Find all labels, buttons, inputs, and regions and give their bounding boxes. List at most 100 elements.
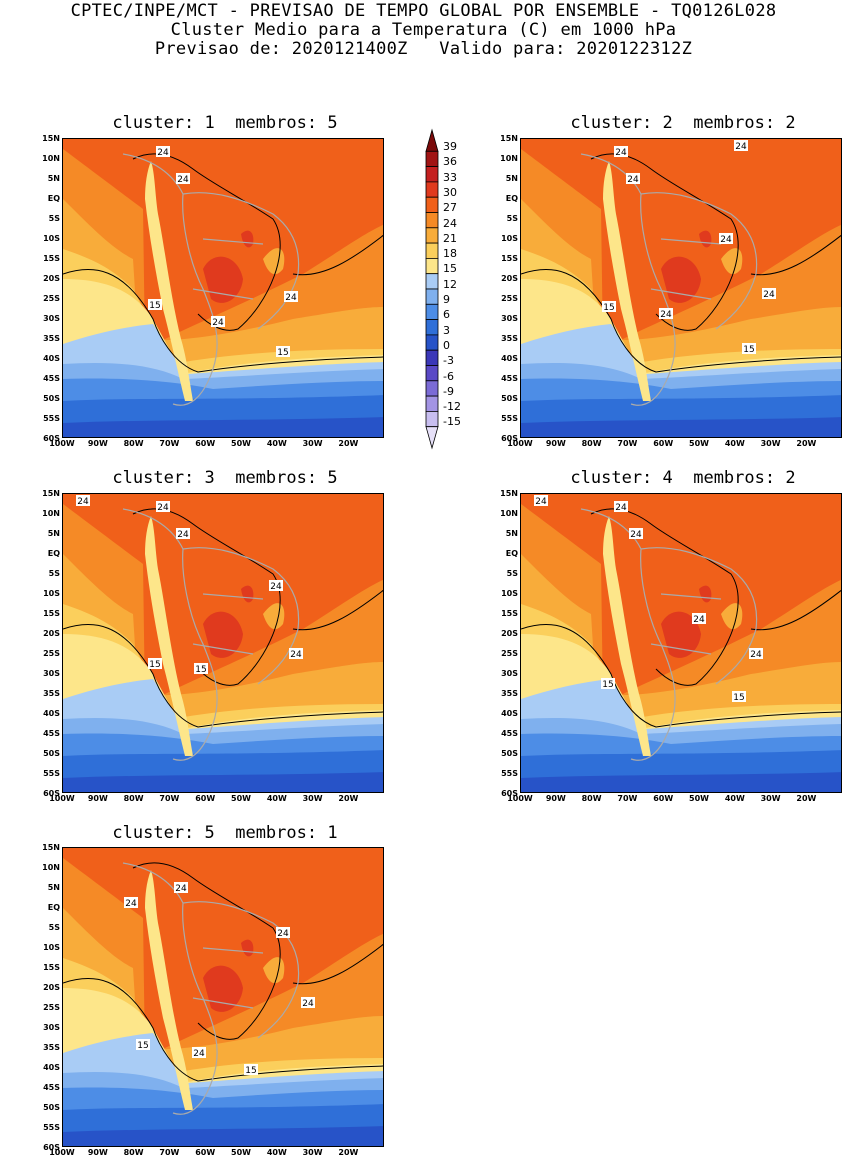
- latitude-label: 30S: [43, 314, 60, 323]
- longitude-label: 100W: [49, 439, 75, 448]
- colorbar-swatch: [425, 257, 439, 275]
- temperature-map-panel: 24 24 24 24 15 15: [62, 138, 384, 438]
- colorbar-label: -9: [443, 384, 454, 398]
- panel-title: cluster: 4 membros: 2: [570, 468, 796, 488]
- colorbar-swatch: [425, 196, 439, 213]
- contour-label-text: 24: [125, 899, 137, 909]
- contour-15: [63, 624, 383, 728]
- contour-label-text: 24: [535, 497, 547, 507]
- contour-15: [521, 269, 841, 373]
- longitude-label: 20W: [338, 1148, 359, 1157]
- latitude-label: 20S: [43, 983, 60, 992]
- contour-label: 24: [284, 291, 298, 303]
- colorbar-label: 24: [443, 216, 457, 230]
- contour-label: 15: [602, 301, 616, 313]
- contour-label-text: 24: [615, 148, 627, 158]
- latitude-label: 10N: [500, 509, 518, 518]
- warm-pocket: [721, 603, 743, 630]
- longitude-label: 50W: [231, 794, 251, 803]
- colorbar-label: 30: [443, 185, 457, 199]
- colorbar-label: -12: [443, 400, 461, 414]
- colorbar-swatch: [425, 380, 439, 397]
- latitude-label: 30S: [501, 669, 518, 678]
- contour-15: [63, 269, 383, 373]
- latitude-label: 20S: [501, 629, 518, 638]
- colorbar-swatch: [425, 334, 439, 351]
- longitude-label: 30W: [302, 1148, 323, 1157]
- hot-core: [203, 256, 243, 303]
- colorbar-label: 15: [443, 262, 457, 276]
- longitude-label: 90W: [545, 794, 566, 803]
- longitude-label: 80W: [581, 439, 602, 448]
- colorbar-swatch: [425, 288, 439, 305]
- latitude-label: 25S: [43, 294, 60, 303]
- colorbar-swatch: [425, 303, 439, 321]
- longitude-label: 50W: [689, 794, 709, 803]
- latitude-label: 10N: [42, 863, 60, 872]
- latitude-label: 10N: [42, 154, 60, 163]
- temperature-band: [63, 1126, 383, 1146]
- contour-label: 24: [659, 308, 673, 320]
- colorbar-label: 39: [443, 140, 457, 153]
- longitude-label: 50W: [231, 439, 251, 448]
- longitude-label: 50W: [231, 1148, 251, 1157]
- latitude-label: 60S: [43, 1143, 60, 1152]
- contour-label-text: 24: [175, 884, 187, 894]
- latitude-label: 5N: [505, 529, 518, 538]
- latitude-label: 25S: [501, 294, 518, 303]
- colorbar-swatch: [425, 150, 439, 167]
- longitude-label: 100W: [507, 794, 533, 803]
- longitude-label: 40W: [724, 794, 745, 803]
- longitude-label: 80W: [123, 1148, 144, 1157]
- longitude-label: 100W: [49, 794, 75, 803]
- contour-label-text: 15: [149, 660, 160, 670]
- longitude-label: 90W: [87, 1148, 108, 1157]
- latitude-label: EQ: [47, 903, 60, 912]
- contour-label: 24: [734, 140, 748, 152]
- latitude-label: 55S: [43, 769, 60, 778]
- contour-15: [63, 978, 383, 1082]
- header-line-2: Cluster Medio para a Temperatura (C) em …: [170, 20, 677, 40]
- contour-label-text: 24: [157, 503, 169, 513]
- latitude-label: 40S: [501, 709, 518, 718]
- contour-label: 24: [174, 882, 188, 894]
- latitude-label: 5S: [48, 923, 60, 932]
- colorbar-swatch: [425, 242, 439, 259]
- longitude-label: 60W: [195, 1148, 216, 1157]
- longitude-label: 80W: [581, 794, 602, 803]
- colorbar-swatch: [425, 227, 439, 244]
- contour-label-text: 15: [195, 665, 206, 675]
- longitude-label: 70W: [159, 439, 180, 448]
- latitude-label: EQ: [47, 194, 60, 203]
- contour-label-text: 24: [157, 148, 169, 158]
- warm-pocket: [263, 603, 285, 630]
- colorbar-svg: [425, 128, 439, 450]
- contour-label-text: 24: [270, 582, 282, 592]
- latitude-label: 15S: [43, 609, 60, 618]
- longitude-label: 60W: [653, 794, 674, 803]
- colorbar-swatch: [425, 410, 439, 428]
- latitude-label: 45S: [501, 374, 518, 383]
- longitude-label: 20W: [338, 794, 359, 803]
- latitude-label: 35S: [43, 334, 60, 343]
- contour-label-text: 24: [277, 929, 289, 939]
- colorbar-label: 21: [443, 231, 457, 245]
- latitude-label: 5S: [48, 214, 60, 223]
- latitude-label: 10N: [42, 509, 60, 518]
- latitude-label: 5N: [505, 174, 518, 183]
- longitude-label: 30W: [302, 794, 323, 803]
- colorbar-swatch: [425, 349, 439, 366]
- country-borders: [122, 862, 300, 1115]
- contour-label-text: 24: [212, 318, 224, 328]
- latitude-label: 55S: [501, 414, 518, 423]
- contour-label-text: 24: [77, 497, 89, 507]
- latitude-label: 10S: [43, 943, 60, 952]
- colorbar-swatch: [425, 426, 439, 450]
- contour-label-text: 24: [735, 142, 747, 152]
- country-borders: [580, 153, 758, 406]
- colorbar-swatch: [425, 365, 439, 382]
- contour-label-text: 24: [302, 999, 314, 1009]
- contour-24: [132, 862, 383, 1040]
- latitude-label: 50S: [501, 394, 518, 403]
- contour-label: 24: [301, 997, 315, 1009]
